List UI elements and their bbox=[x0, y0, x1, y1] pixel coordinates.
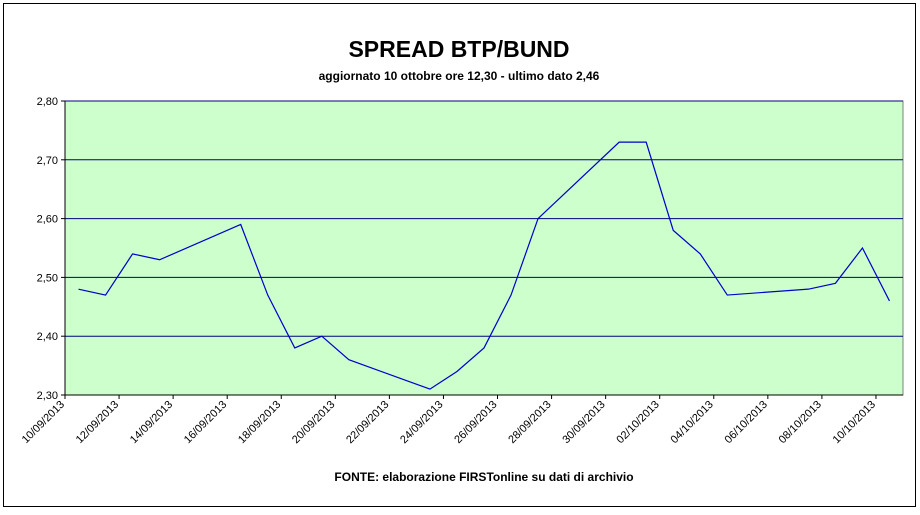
chart-subtitle: aggiornato 10 ottobre ore 12,30 - ultimo… bbox=[319, 69, 600, 83]
source-note: FONTE: elaborazione FIRSTonline su dati … bbox=[334, 470, 633, 484]
y-tick-label: 2,50 bbox=[37, 272, 58, 284]
y-tick-label: 2,40 bbox=[37, 331, 58, 343]
y-tick-label: 2,70 bbox=[37, 155, 58, 167]
plot-area bbox=[64, 100, 904, 396]
chart-title: SPREAD BTP/BUND bbox=[348, 36, 569, 62]
data-line bbox=[78, 141, 891, 390]
y-tick-label: 2,60 bbox=[37, 214, 58, 226]
y-tick-label: 2,80 bbox=[37, 96, 58, 108]
y-tick-label: 2,30 bbox=[37, 390, 58, 402]
